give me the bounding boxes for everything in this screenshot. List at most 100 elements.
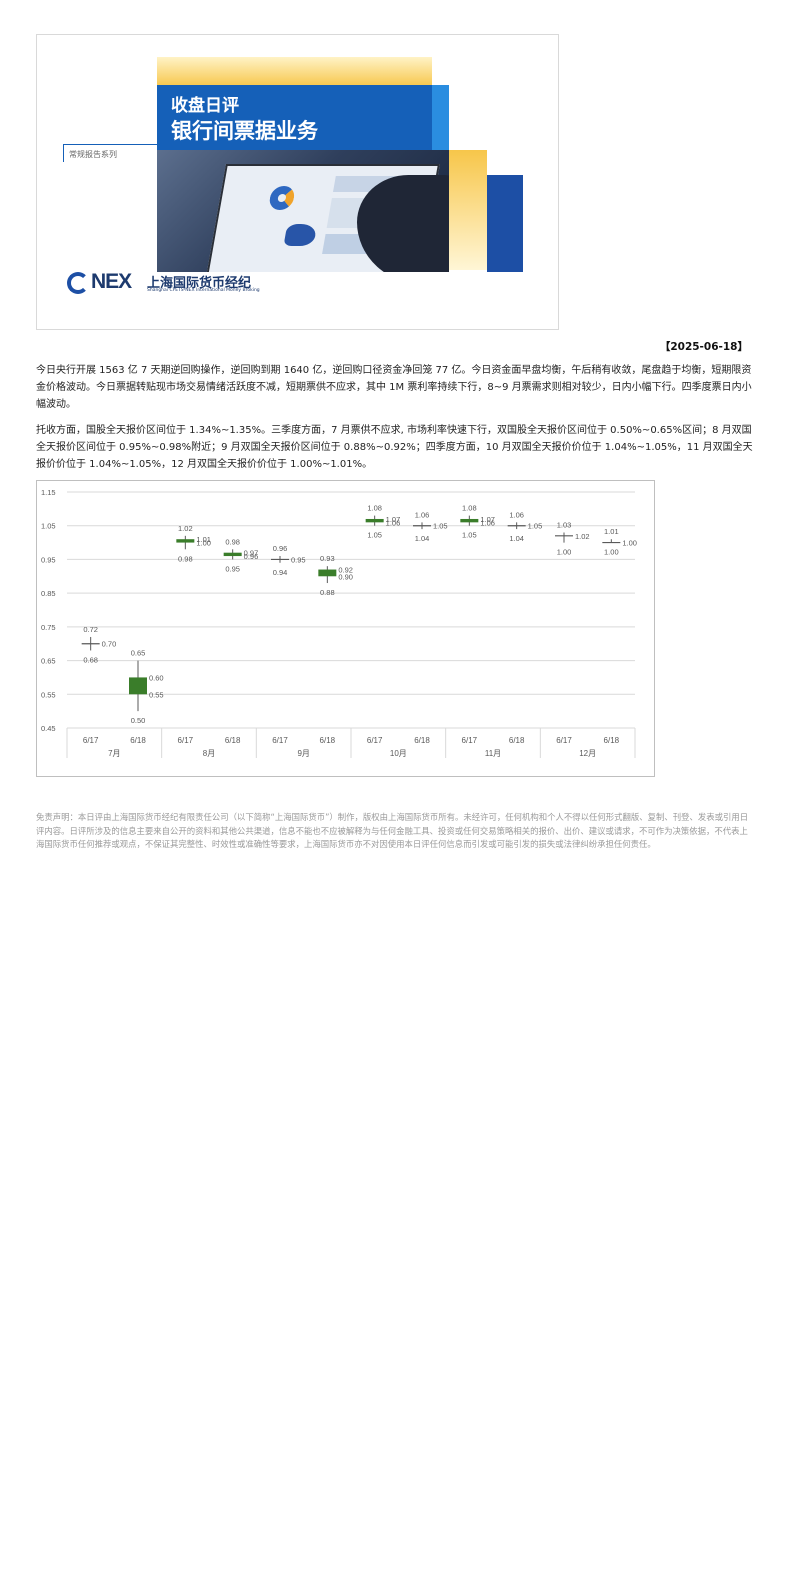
data-label-open: 1.07 (386, 515, 401, 524)
data-label-low: 1.00 (604, 548, 619, 557)
series-rule (63, 144, 157, 145)
candle-body (365, 518, 384, 523)
candle-body (318, 569, 337, 577)
data-label-close: 0.70 (102, 640, 117, 649)
donut-chart-icon (267, 186, 297, 210)
banner-title-block (157, 85, 449, 150)
report-date: 【2025-06-18】 (659, 341, 748, 353)
data-label-low: 0.88 (320, 588, 335, 597)
data-label-high: 1.08 (367, 504, 382, 513)
banner-yellow-bar (157, 57, 432, 87)
x-tick-label: 6/18 (604, 736, 620, 745)
data-label-close: 0.96 (244, 552, 259, 561)
series-label: 常规报告系列 (69, 150, 117, 159)
y-tick-label: 0.95 (41, 555, 56, 564)
x-group-label: 7月 (108, 749, 120, 758)
data-label-close: 0.55 (149, 690, 164, 699)
y-tick-label: 0.45 (41, 724, 56, 733)
banner-title-line2: 银行间票据业务 (171, 119, 318, 143)
rate-candlestick-chart: 1.15 1.05 0.95 0.85 0.75 0.65 0.55 0.45 6/17 6/18… (36, 480, 655, 777)
data-label-close: 1.06 (386, 518, 401, 527)
candle-body (129, 677, 147, 695)
hand-silhouette (357, 175, 449, 272)
x-tick-label: 6/17 (178, 736, 194, 745)
y-tick-label: 1.05 (41, 522, 56, 531)
x-group-label: 10月 (390, 749, 407, 758)
data-label-high: 1.03 (557, 520, 572, 529)
x-tick-label: 6/17 (556, 736, 572, 745)
data-label-high: 0.98 (225, 537, 240, 546)
series-rule (63, 144, 64, 162)
x-tick-label: 6/17 (367, 736, 383, 745)
data-label-high: 0.65 (131, 649, 146, 658)
quote-summary-paragraph: 托收方面，国股全天报价区间位于 1.34%~1.35%。三季度方面，7 月票供不… (36, 425, 753, 470)
x-tick-label: 6/17 (272, 736, 288, 745)
report-banner: 常规报告系列 收盘日评 银行间票据业务 NEX 上海国际货币经纪 Shangha… (36, 34, 559, 330)
logo-english-name: Shanghai CFETS-NEX International Money B… (147, 288, 260, 293)
data-label-low: 0.98 (178, 554, 193, 563)
data-label-open: 1.07 (480, 515, 495, 524)
data-label-close: 0.95 (291, 555, 306, 564)
data-label-high: 1.06 (415, 510, 430, 519)
data-label-low: 0.68 (83, 655, 98, 664)
x-group-label: 8月 (203, 749, 215, 758)
data-label-low: 1.05 (367, 531, 382, 540)
data-label-close: 1.05 (528, 522, 543, 531)
logo-chinese-name: 上海国际货币经纪 (147, 276, 252, 291)
data-label-low: 1.04 (415, 534, 430, 543)
x-tick-label: 6/17 (462, 736, 478, 745)
x-group-label: 9月 (297, 749, 309, 758)
data-label-open: 1.01 (196, 535, 211, 544)
data-label-close: 1.00 (196, 539, 211, 548)
y-tick-label: 0.55 (41, 690, 56, 699)
logo-text: NEX (91, 270, 132, 293)
data-label-close: 1.05 (433, 522, 448, 531)
y-tick-label: 0.65 (41, 657, 56, 666)
data-label-low: 0.94 (273, 568, 288, 577)
data-label-high: 1.02 (178, 524, 193, 533)
data-label-close: 1.00 (622, 539, 637, 548)
data-label-low: 0.95 (225, 564, 240, 573)
data-label-high: 0.72 (83, 625, 98, 634)
banner-title-line1: 收盘日评 (171, 96, 239, 116)
data-label-low: 1.04 (509, 534, 524, 543)
x-tick-label: 6/18 (130, 736, 146, 745)
x-tick-label: 6/18 (509, 736, 525, 745)
x-group-label: 11月 (485, 749, 501, 758)
data-label-low: 1.05 (462, 531, 477, 540)
x-tick-label: 6/18 (225, 736, 241, 745)
data-label-open: 0.92 (338, 566, 353, 575)
banner-tablet-photo (157, 150, 449, 272)
y-tick-label: 0.85 (41, 589, 56, 598)
x-tick-label: 6/18 (414, 736, 430, 745)
banner-blue-strip (432, 85, 449, 151)
data-label-high: 1.01 (604, 527, 619, 536)
y-tick-label: 0.75 (41, 623, 56, 632)
y-tick-label: 1.15 (41, 488, 56, 497)
data-label-high: 0.93 (320, 554, 335, 563)
data-label-high: 1.08 (462, 504, 477, 513)
logo-mark-icon (67, 272, 89, 294)
map-icon (283, 224, 318, 246)
banner-blue-side (487, 175, 523, 272)
candle-body (460, 518, 479, 523)
candle-body (176, 539, 195, 543)
data-label-high: 0.96 (273, 544, 288, 553)
company-logo: NEX 上海国际货币经纪 Shanghai CFETS-NEX Internat… (67, 270, 260, 296)
data-label-close: 1.06 (480, 518, 495, 527)
data-label-low: 1.00 (557, 548, 572, 557)
candle-body (223, 552, 242, 557)
data-label-low: 0.50 (131, 716, 146, 725)
data-label-close: 0.90 (338, 572, 353, 581)
banner-yellow-side (449, 150, 487, 270)
data-label-high: 1.06 (509, 510, 524, 519)
x-group-label: 12月 (579, 749, 596, 758)
data-label-open: 0.60 (149, 673, 164, 682)
disclaimer-text: 免责声明：本日评由上海国际货币经纪有限责任公司（以下简称“上海国际货币”）制作，… (36, 812, 749, 849)
data-label-close: 1.02 (575, 532, 590, 541)
chart-canvas: 1.15 1.05 0.95 0.85 0.75 0.65 0.55 0.45 6/17 6/18… (41, 488, 637, 758)
market-summary-paragraph: 今日央行开展 1563 亿 7 天期逆回购操作，逆回购到期 1640 亿，逆回购… (36, 365, 752, 410)
x-tick-label: 6/17 (83, 736, 99, 745)
x-tick-label: 6/18 (320, 736, 336, 745)
data-label-open: 0.97 (244, 549, 259, 558)
